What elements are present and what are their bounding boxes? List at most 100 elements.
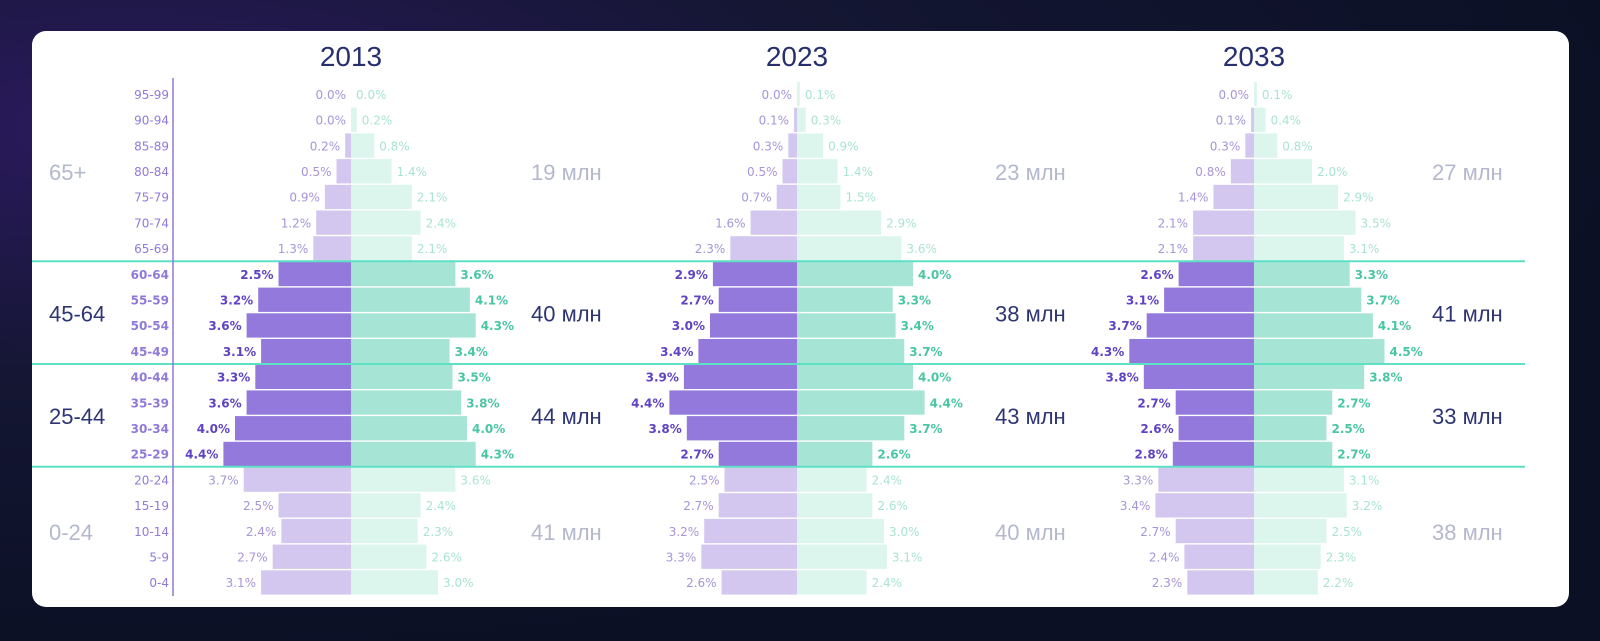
value-label-right: 1.4% [397,165,428,179]
value-label-right: 1.4% [843,165,874,179]
value-label-left: 3.1% [226,576,257,590]
bar-left [782,159,797,184]
bar-right [1254,441,1333,467]
value-label-left: 2.1% [1158,242,1189,256]
value-label-right: 2.6% [431,550,462,564]
bar-right [797,210,882,235]
value-label-right: 2.4% [872,576,903,590]
value-label-right: 2.6% [877,448,910,462]
bar-right [797,261,913,287]
value-label-left: 3.8% [649,422,682,436]
bar-left [718,441,797,467]
section-total: 41 млн [531,520,602,545]
bar-right [351,544,427,569]
bar-left [243,467,351,492]
value-label-left: 3.8% [1106,371,1139,385]
value-label-left: 2.1% [1158,216,1189,230]
bar-left [278,493,351,518]
value-label-right: 0.8% [379,139,410,153]
section-total: 38 млн [1432,520,1503,545]
bar-right [797,236,902,261]
section-total: 19 млн [531,160,602,185]
bar-left [278,261,351,287]
bar-left [1129,339,1254,364]
value-label-left: 2.3% [1152,576,1183,590]
bar-right [351,261,456,287]
value-label-left: 4.0% [197,422,230,436]
value-label-right: 4.5% [1390,345,1423,359]
bar-left [261,339,351,364]
value-label-left: 1.3% [278,242,309,256]
bar-right [351,159,392,184]
value-label-right: 3.7% [909,422,942,436]
value-label-left: 0.1% [1216,114,1247,128]
bar-right [797,390,925,415]
bar-left [255,364,351,389]
bar-right [1254,364,1365,389]
value-label-right: 2.9% [886,216,917,230]
value-label-right: 2.2% [1323,576,1354,590]
bar-left [701,544,797,569]
value-label-right: 3.0% [443,576,474,590]
value-label-left: 3.2% [220,293,253,307]
value-label-left: 0.9% [289,191,320,205]
age-group-label: 55-59 [131,293,169,307]
pyramid-title: 2033 [1223,41,1285,72]
bar-left [1213,184,1254,210]
age-group-label: 85-89 [134,139,169,153]
bar-left [683,364,797,389]
value-label-right: 3.8% [466,396,499,410]
bar-left [1230,159,1254,184]
bar-left [1172,441,1254,467]
value-label-right: 0.3% [811,114,842,128]
value-label-left: 3.2% [669,525,700,539]
bar-left [704,518,797,544]
section-total: 41 млн [1432,301,1503,326]
value-label-right: 2.4% [872,473,903,487]
bar-left [1184,544,1254,569]
pyramid-title: 2013 [320,41,382,72]
bar-left [721,570,797,595]
value-label-right: 3.1% [1349,242,1380,256]
bar-right [1254,236,1344,261]
value-label-right: 2.6% [877,499,908,513]
value-label-left: 0.3% [1210,139,1241,153]
value-label-left: 3.3% [666,550,697,564]
section-total: 33 млн [1432,404,1503,429]
bar-right [797,544,887,569]
bar-left [324,184,351,210]
bar-right [1254,339,1385,364]
bar-right [1254,82,1257,107]
bar-left [1193,236,1254,261]
bar-left [313,236,351,261]
value-label-left: 2.6% [1140,422,1173,436]
value-label-right: 2.3% [423,525,454,539]
bar-right [797,518,884,544]
bar-right [797,82,800,107]
age-group-label: 35-39 [131,396,169,410]
value-label-left: 0.0% [762,88,793,102]
bar-right [797,287,893,312]
value-label-right: 2.5% [1332,525,1363,539]
bar-left [1245,133,1254,158]
age-group-label: 5-9 [149,550,169,564]
value-label-right: 0.4% [1271,114,1302,128]
age-group-label: 90-94 [134,114,169,128]
bar-right [1254,133,1278,158]
value-label-right: 3.3% [1355,268,1388,282]
value-label-right: 3.7% [1366,293,1399,307]
bar-left [272,544,351,569]
bar-right [351,339,450,364]
value-label-left: 0.0% [316,88,347,102]
bar-left [223,441,351,467]
bar-left [261,570,351,595]
value-label-right: 3.4% [901,319,934,333]
bar-right [351,493,421,518]
age-group-label: 20-24 [134,473,169,487]
bar-right [351,467,456,492]
bar-right [797,441,873,467]
age-group-label: 0-4 [149,576,169,590]
value-label-left: 3.3% [217,371,250,385]
value-label-right: 4.0% [918,371,951,385]
value-label-left: 2.5% [243,499,274,513]
